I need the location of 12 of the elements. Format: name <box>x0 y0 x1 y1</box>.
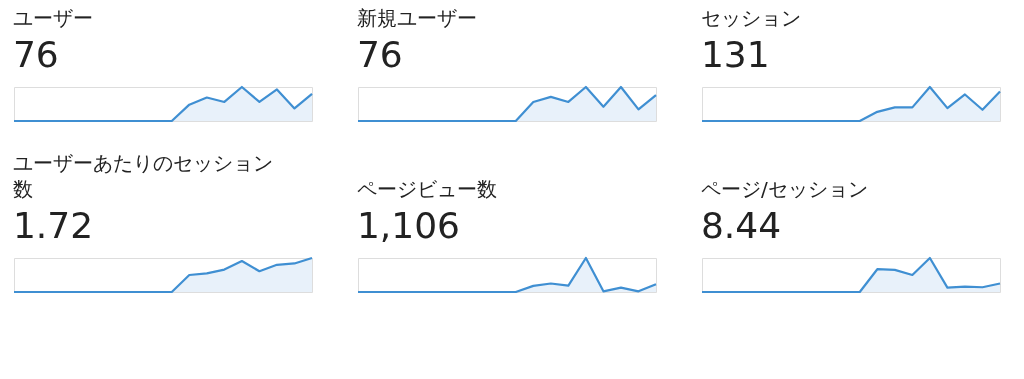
text: 8.44 <box>700 204 782 246</box>
chart-title: ページビュー数 <box>356 176 497 201</box>
text: 1.72 <box>12 204 94 246</box>
text: 76 <box>356 33 403 75</box>
text: 131 <box>700 33 770 75</box>
text: 76 <box>12 33 59 75</box>
text: 1,106 <box>356 204 460 246</box>
chart-title: 新規ユーザー <box>356 5 477 30</box>
chart-title: ページ/セッション <box>700 176 868 201</box>
chart-title: ユーザーあたりのセッション数 <box>12 150 273 201</box>
chart-title: ユーザー <box>12 5 93 30</box>
chart-title: セッション <box>700 5 801 30</box>
